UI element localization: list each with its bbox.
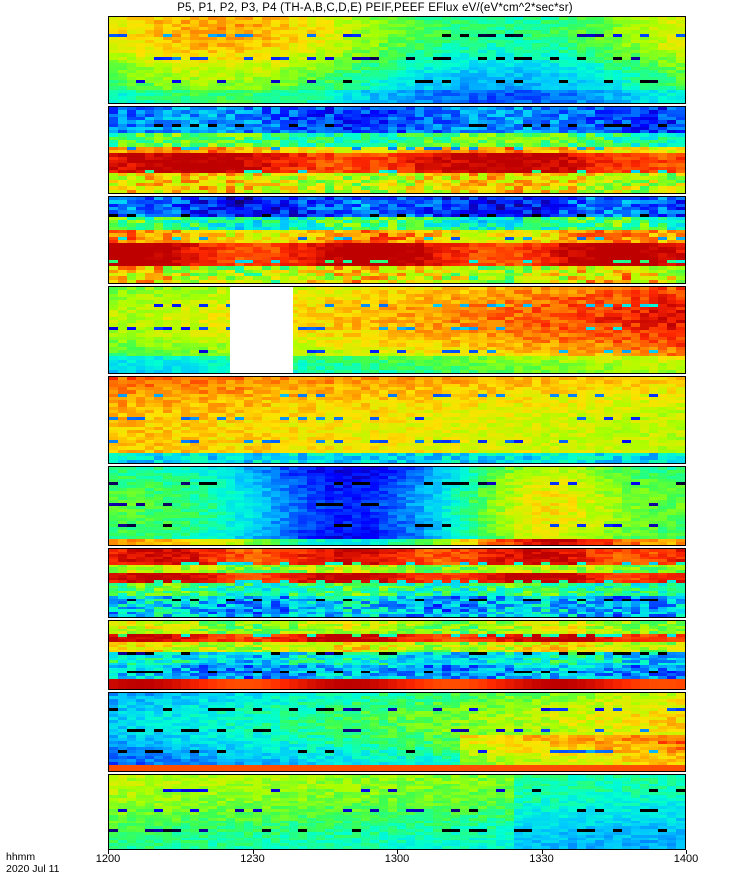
y-tick-mark [108, 704, 109, 705]
x-axis-label: hhmm 2020 Jul 11 [6, 851, 60, 875]
y-tick-mark [108, 209, 109, 210]
y-tick-mark [108, 367, 109, 368]
panel-thd-peif: thdpeif1000010001001010^810^710^610^510^… [108, 692, 686, 772]
panel-tha-peef: thapeef1000010001001010^1010^910^810^710… [108, 16, 686, 104]
spectrogram-image [109, 693, 685, 771]
panel-thd-peef: thdpeef1000010001001010^910^810^710^610^… [108, 286, 686, 374]
y-tick-mark [108, 299, 109, 300]
y-tick-mark [108, 29, 109, 30]
spectrogram-image [109, 107, 685, 193]
y-tick-mark [108, 412, 109, 413]
x-tick-label: 1200 [96, 853, 120, 865]
spectrogram-image [109, 197, 685, 283]
y-tick-mark [108, 825, 109, 826]
spectrogram-panels: thapeef1000010001001010^1010^910^810^710… [108, 16, 686, 850]
y-tick-mark [108, 724, 109, 725]
y-tick-mark [108, 457, 109, 458]
y-tick-mark [108, 844, 109, 845]
y-tick-mark [108, 389, 109, 390]
panel-thb-peef: thbpeef1000010001001010^910^810^710^610^… [108, 106, 686, 194]
y-tick-mark [108, 97, 109, 98]
y-tick-mark [108, 74, 109, 75]
spectrogram-image [109, 467, 685, 545]
y-tick-mark [108, 498, 109, 499]
data-gap [229, 287, 294, 373]
x-axis-date: 2020 Jul 11 [6, 863, 60, 875]
y-tick-mark [108, 119, 109, 120]
y-tick-mark [108, 805, 109, 806]
y-tick-mark [108, 164, 109, 165]
spectrogram-image [109, 287, 685, 373]
x-tick-label: 1230 [240, 853, 264, 865]
y-tick-mark [108, 785, 109, 786]
y-tick-mark [108, 519, 109, 520]
y-tick-mark [108, 187, 109, 188]
spectrogram-image [109, 621, 685, 689]
y-tick-mark [108, 577, 109, 578]
y-tick-mark [108, 649, 109, 650]
y-tick-mark [108, 254, 109, 255]
x-axis: 1200 1230 1300 1330 1400 [96, 850, 698, 870]
y-tick-mark [108, 745, 109, 746]
chart-title: P5, P1, P2, P3, P4 (TH-A,B,C,D,E) PEIF,P… [0, 2, 750, 14]
x-tick-label: 1400 [674, 853, 698, 865]
y-tick-mark [108, 434, 109, 435]
panel-thc-peif: thcpeif100010^810^710^610^510^410^3thc_p… [108, 620, 686, 690]
y-tick-mark [108, 344, 109, 345]
panel-the-peef: thepeef1000010001001010^910^810^710^610^… [108, 376, 686, 464]
x-tick-label: 1330 [529, 853, 553, 865]
x-axis-unit: hhmm [6, 851, 60, 863]
panel-the-peif: thepeif1000010001001010^810^710^610^510^… [108, 774, 686, 850]
y-tick-mark [108, 277, 109, 278]
y-tick-mark [108, 142, 109, 143]
panel-thc-peef: thcpeef1000010001001010^910^810^710^610^… [108, 196, 686, 284]
y-tick-mark [108, 322, 109, 323]
x-tick-label: 1300 [385, 853, 409, 865]
y-tick-mark [108, 232, 109, 233]
y-tick-mark [108, 478, 109, 479]
y-tick-mark [108, 52, 109, 53]
spectrogram-image [109, 549, 685, 617]
spectrogram-image [109, 17, 685, 103]
spectrogram-image [109, 775, 685, 849]
y-tick-mark [108, 540, 109, 541]
panel-tha-peif: thapeif1000010001001010^810^710^610^510^… [108, 466, 686, 546]
y-tick-mark [108, 766, 109, 767]
panel-thb-peif: thbpeif100010^810^710^610^510^410^3thb_p… [108, 548, 686, 618]
spectrogram-image [109, 377, 685, 463]
